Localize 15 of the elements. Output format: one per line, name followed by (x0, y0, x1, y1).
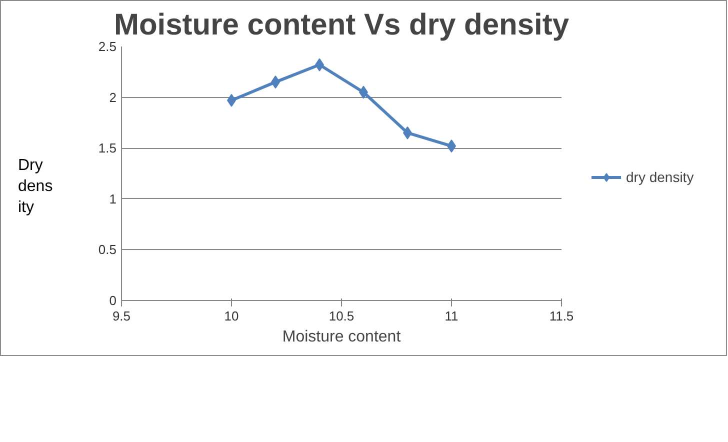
y-tick-label: 1.5 (98, 140, 117, 156)
x-axis-title: Moisture content (282, 328, 402, 346)
y-axis-title: Dry density (18, 156, 53, 218)
x-tick-label: 10 (224, 308, 239, 324)
y-tick-label: 2.5 (98, 39, 117, 54)
y-tick-label: 2 (109, 90, 117, 105)
x-tick-label: 11 (444, 308, 458, 324)
y-tick-label: 0.5 (98, 242, 117, 258)
x-tick-label: 9.5 (112, 308, 131, 324)
x-tick-label: 11.5 (549, 308, 574, 324)
legend-label: dry density (626, 168, 694, 184)
y-tick-label: 1 (109, 191, 117, 206)
y-tick-label: 0 (109, 293, 117, 308)
x-tick-label: 10.5 (328, 308, 354, 324)
chart-title: Moisture content Vs dry density (114, 8, 570, 42)
